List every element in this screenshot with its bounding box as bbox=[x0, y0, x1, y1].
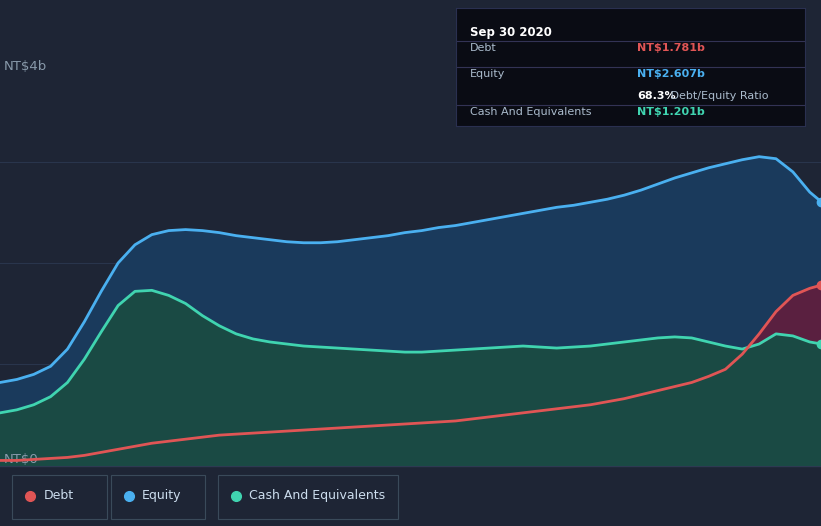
Text: NT$4b: NT$4b bbox=[4, 60, 48, 74]
Text: Debt: Debt bbox=[470, 44, 497, 54]
Text: Cash And Equivalents: Cash And Equivalents bbox=[249, 489, 385, 502]
Text: NT$2.607b: NT$2.607b bbox=[637, 69, 705, 79]
Text: Equity: Equity bbox=[142, 489, 181, 502]
Text: Sep 30 2020: Sep 30 2020 bbox=[470, 26, 552, 38]
Text: NT$1.201b: NT$1.201b bbox=[637, 107, 705, 117]
Text: NT$1.781b: NT$1.781b bbox=[637, 44, 705, 54]
Text: Debt/Equity Ratio: Debt/Equity Ratio bbox=[667, 90, 768, 101]
Bar bbox=[12, 475, 107, 519]
Bar bbox=[111, 475, 205, 519]
Text: 68.3%: 68.3% bbox=[637, 90, 676, 101]
Text: Equity: Equity bbox=[470, 69, 505, 79]
Text: Debt: Debt bbox=[44, 489, 74, 502]
Text: Cash And Equivalents: Cash And Equivalents bbox=[470, 107, 591, 117]
Bar bbox=[218, 475, 398, 519]
Text: NT$0: NT$0 bbox=[4, 452, 39, 466]
